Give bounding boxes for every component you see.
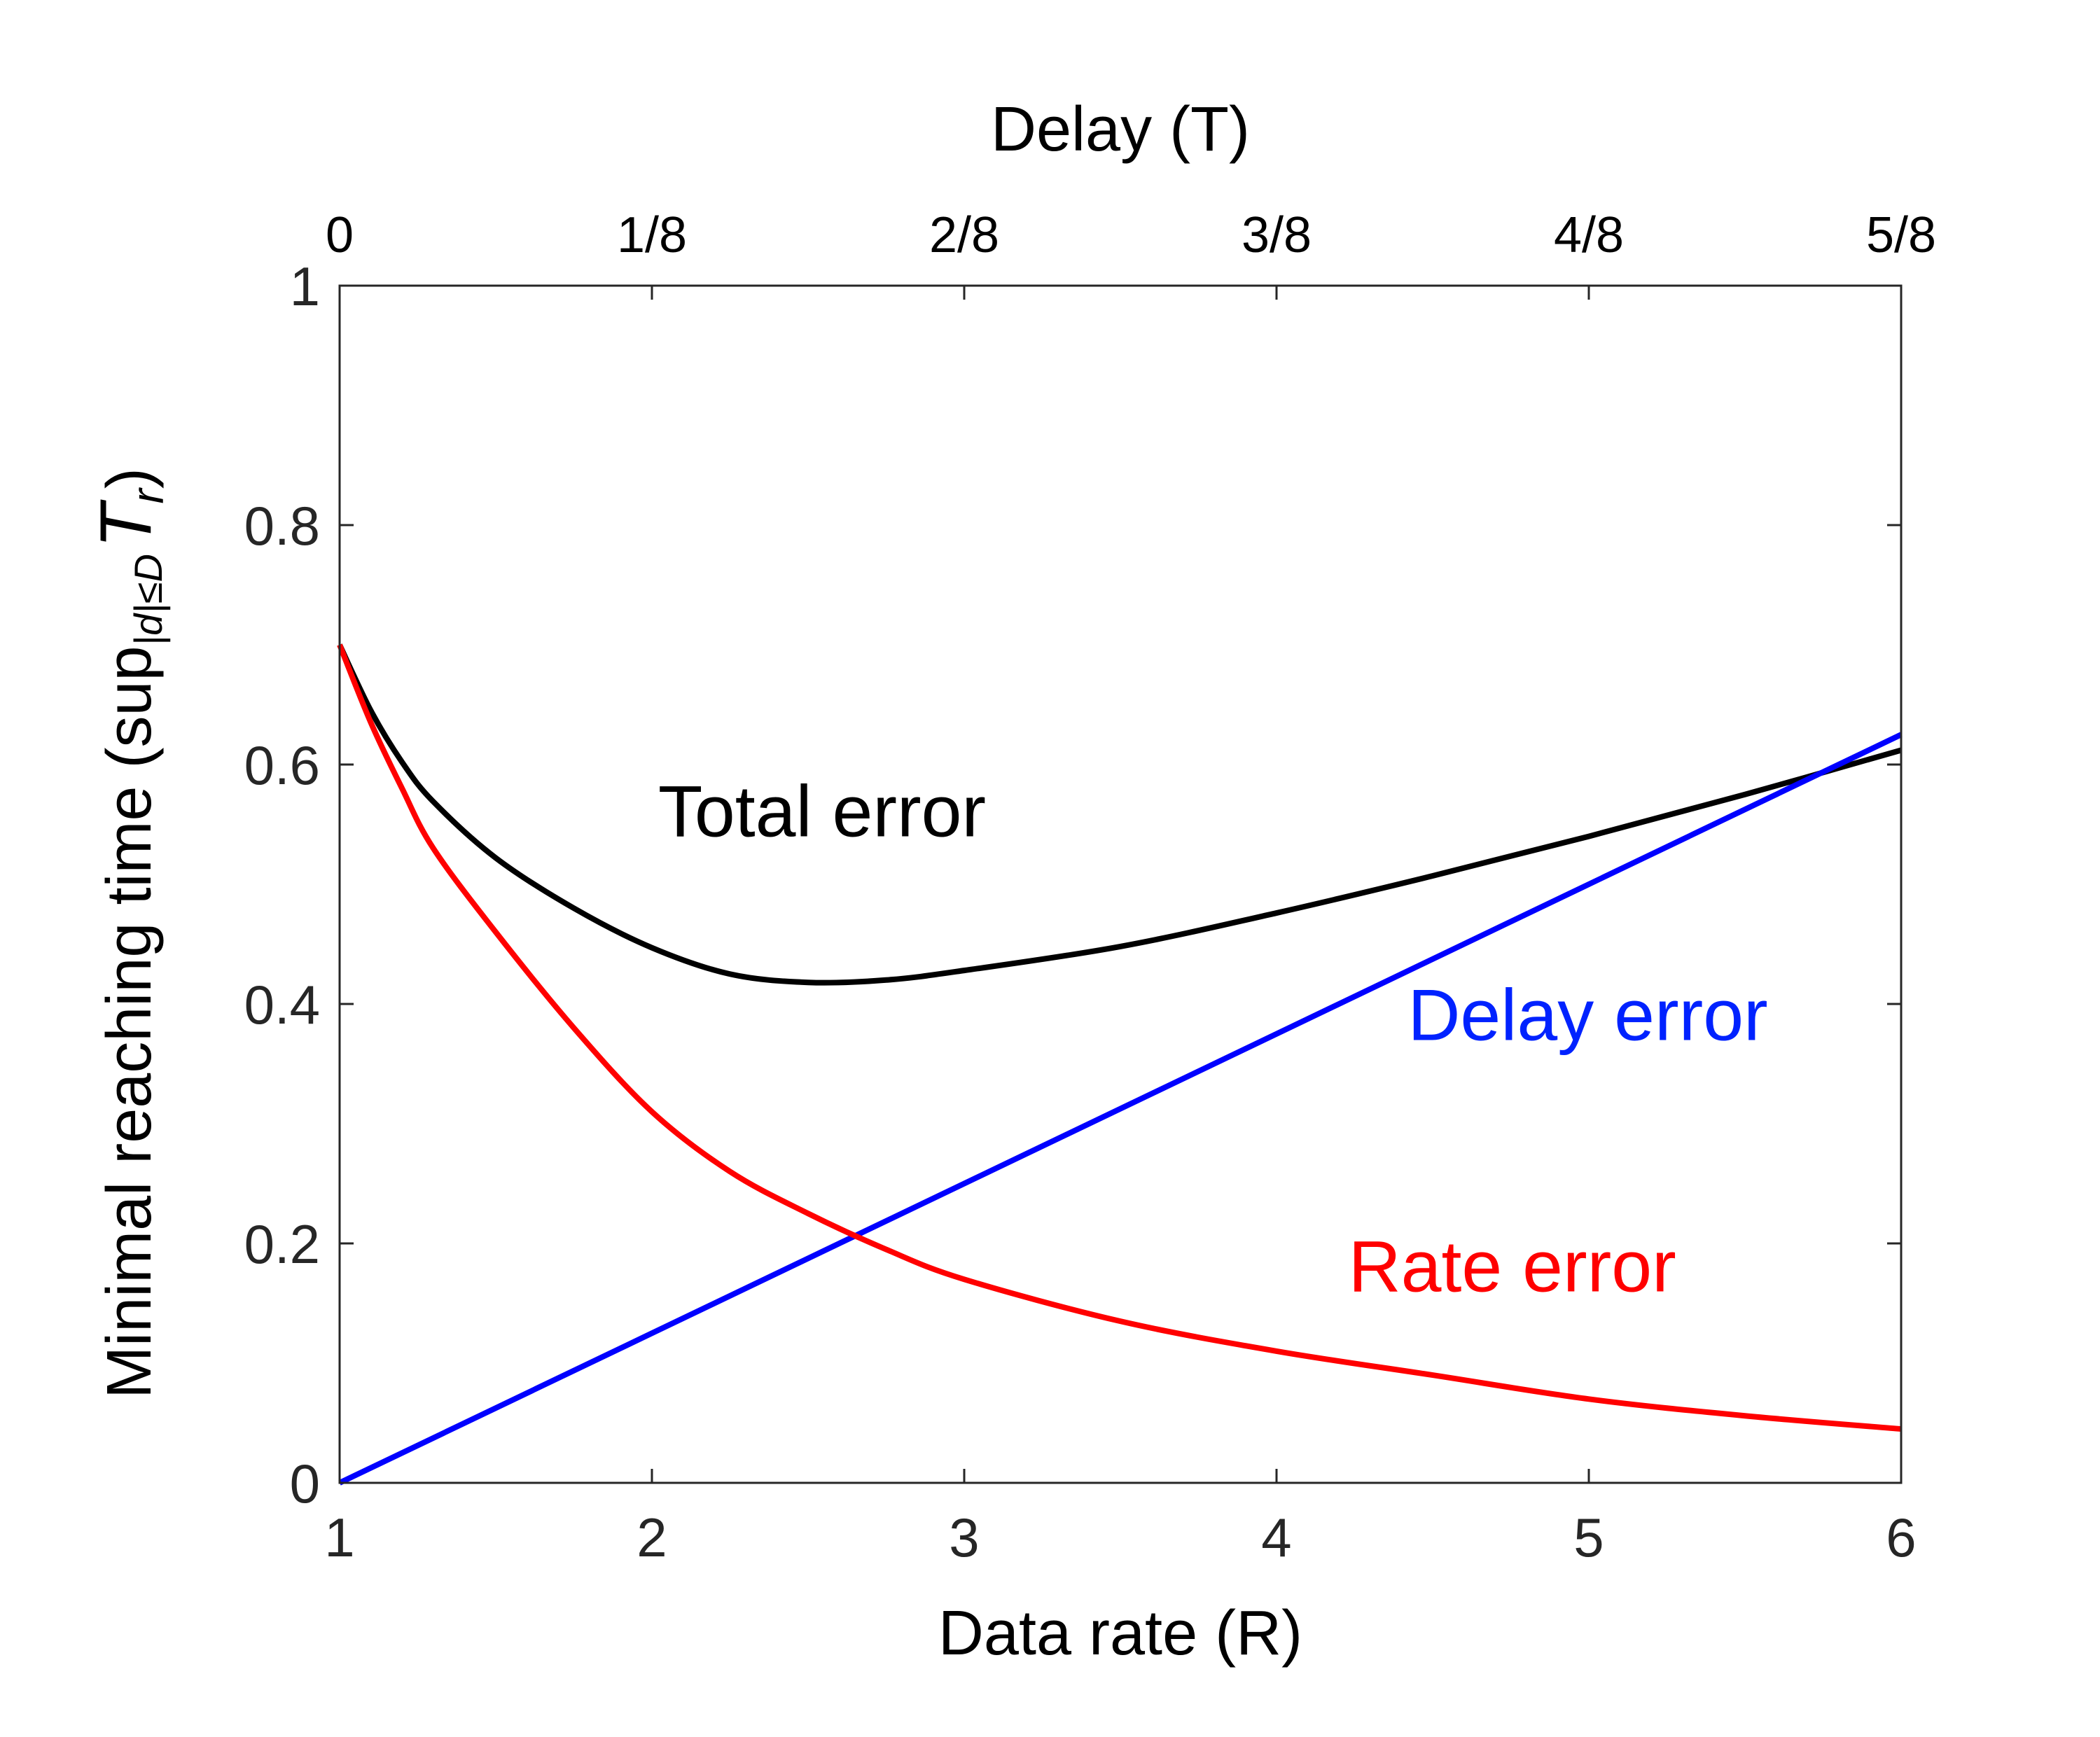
- top-x-tick-label: 0: [326, 207, 354, 263]
- series-layer: [337, 643, 1903, 1486]
- rate-error-line: [337, 643, 1902, 1432]
- y-tick-label: 0.6: [244, 734, 320, 796]
- top-x-axis-title: Delay (T): [991, 95, 1250, 165]
- plot-area: [340, 286, 1901, 1483]
- total-error-label: Total error: [658, 772, 986, 853]
- y-axis-title-main: Minimal reaching time (sup: [95, 646, 165, 1398]
- y-tick-label: 0: [290, 1453, 320, 1514]
- x-tick-label: 5: [1573, 1507, 1604, 1568]
- x-tick-label: 3: [949, 1507, 979, 1568]
- delay-error-line: [338, 732, 1903, 1486]
- y-axis-title-close: ): [95, 468, 165, 489]
- x-tick-label: 2: [637, 1507, 667, 1568]
- annotations: Total error Delay error Rate error: [658, 772, 1768, 1308]
- y-axis-title: Minimal reaching time (sup|d|≤D Tr): [85, 468, 173, 1399]
- total-error-line: [337, 643, 1903, 986]
- delay-error-label: Delay error: [1407, 975, 1767, 1056]
- plot-frame: [338, 284, 1903, 1484]
- top-x-tick-label: 5/8: [1866, 207, 1936, 263]
- y-axis-title-T: T: [85, 499, 167, 548]
- y-tick-label: 0.4: [244, 974, 320, 1035]
- top-x-tick-label: 2/8: [929, 207, 999, 263]
- top-x-tick-label: 3/8: [1242, 207, 1312, 263]
- y-tick-label: 0.2: [244, 1213, 320, 1275]
- top-x-tick-label: 4/8: [1554, 207, 1624, 263]
- rate-error-label: Rate error: [1349, 1226, 1676, 1307]
- y-axis-title-sub: |d|≤D: [126, 554, 171, 646]
- x-tick-label: 6: [1886, 1507, 1916, 1568]
- tick-labels: 1 2 3 4 5 6 0 1/8 2/8 3/8 4/8 5/8 0 0.2 0.4 0.6 0.8 1: [244, 207, 1936, 1568]
- x-tick-label: 1: [324, 1507, 354, 1568]
- x-axis-title: Data rate (R): [938, 1598, 1302, 1668]
- y-axis-title-r: r: [123, 487, 173, 503]
- y-tick-label: 1: [290, 256, 320, 317]
- x-tick-label: 4: [1261, 1507, 1291, 1568]
- y-tick-label: 0.8: [244, 495, 320, 557]
- top-x-tick-label: 1/8: [617, 207, 687, 263]
